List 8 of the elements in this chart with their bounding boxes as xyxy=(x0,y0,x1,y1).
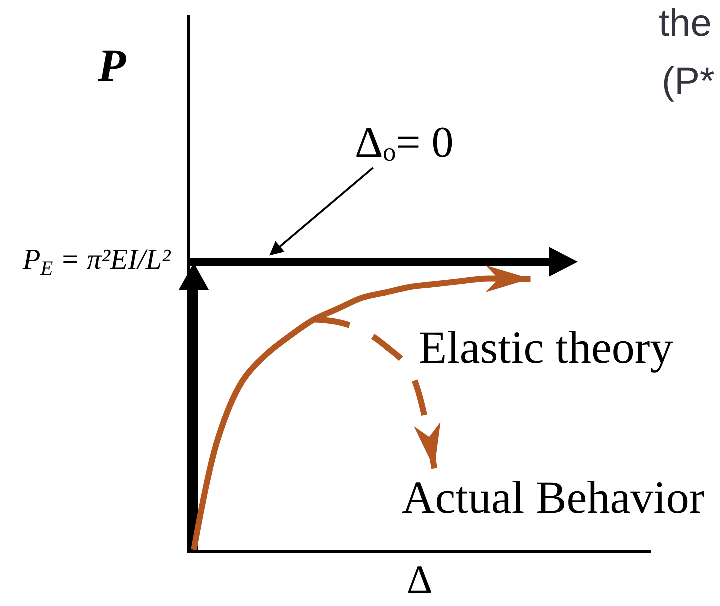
x-axis-title: Δ xyxy=(407,557,433,602)
y-axis-title: P xyxy=(97,40,127,91)
series-label: Elastic theory xyxy=(419,322,674,373)
text: P$_{E}$ = π²EI/L² xyxy=(22,244,172,280)
series-label: Actual Behavior xyxy=(402,472,705,523)
text: (P* xyxy=(662,61,715,103)
text: Δₒ= 0 xyxy=(355,118,454,167)
text: the xyxy=(659,3,712,45)
